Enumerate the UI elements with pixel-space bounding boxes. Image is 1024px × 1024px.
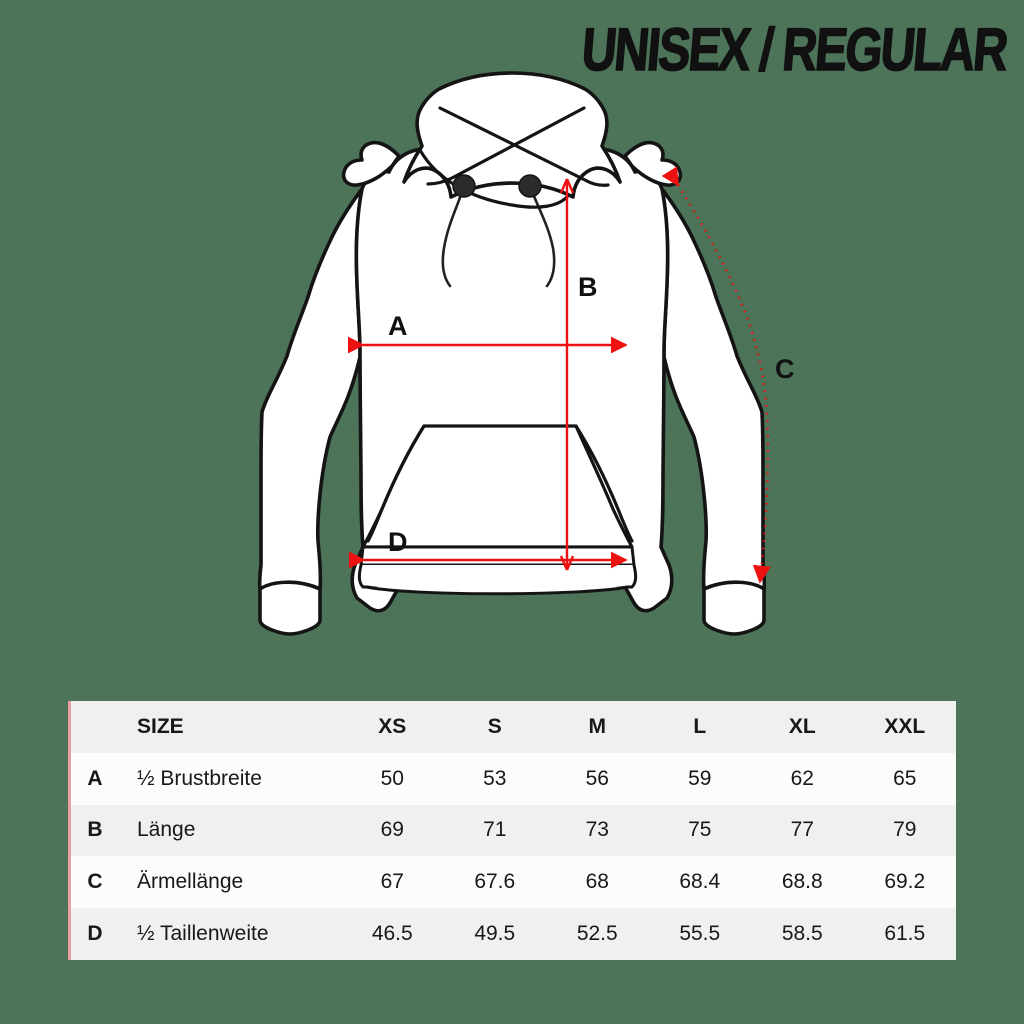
svg-text:D: D [388,527,408,557]
svg-text:B: B [578,272,598,302]
svg-text:A: A [388,311,408,341]
svg-text:C: C [775,354,795,384]
